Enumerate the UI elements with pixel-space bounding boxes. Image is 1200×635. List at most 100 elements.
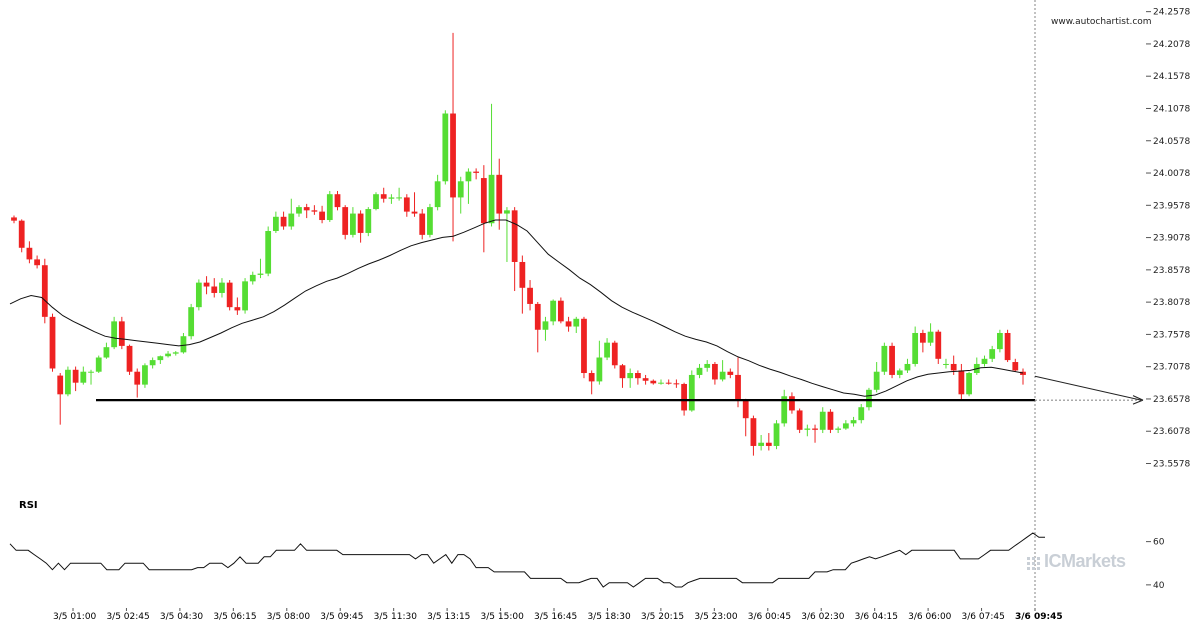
candle-bearish <box>812 428 818 430</box>
projection-arrowhead-icon <box>1132 395 1144 405</box>
candle-bullish <box>142 365 148 385</box>
candle-bearish <box>41 265 48 317</box>
brand-watermark: ICMarkets <box>1026 551 1126 572</box>
candle-bearish <box>742 400 749 419</box>
candle-bullish <box>966 373 972 395</box>
candle-bearish <box>419 213 426 235</box>
candle-bearish <box>34 259 40 266</box>
candle-bullish <box>288 213 295 227</box>
candle-bullish <box>373 194 379 210</box>
candle-bullish <box>688 374 695 411</box>
candle-bullish <box>866 389 872 408</box>
rsi-axis-label: 40 <box>1153 581 1165 591</box>
x-axis-label: 3/5 20:15 <box>641 612 684 622</box>
candle-bullish <box>819 411 826 430</box>
candle-bearish <box>234 307 241 311</box>
x-axis-label: 3/5 16:45 <box>534 612 577 622</box>
candle-bearish <box>480 178 487 224</box>
rsi-panel-title: RSI <box>19 500 38 511</box>
candle-bearish <box>134 371 141 385</box>
candle-bullish <box>704 363 711 368</box>
candle-bearish <box>57 375 64 395</box>
candle-bullish <box>195 282 202 308</box>
candle-bullish <box>149 360 156 366</box>
candle-bullish <box>835 428 842 430</box>
candle-bearish <box>72 369 79 383</box>
y-axis-label: 24.0078 <box>1153 169 1190 179</box>
candle-bearish <box>319 211 325 221</box>
candle-bullish <box>103 347 110 358</box>
candle-bullish <box>265 230 272 274</box>
x-axis-label: 3/5 15:00 <box>481 612 525 622</box>
candle-bearish <box>534 303 541 330</box>
candle-bullish <box>249 274 256 282</box>
candle-bullish <box>912 332 919 364</box>
candle-bullish <box>997 332 1003 350</box>
candle-bullish <box>350 213 356 235</box>
candle-bearish <box>642 378 649 381</box>
candle-bearish <box>357 213 364 233</box>
candle-bearish <box>796 410 803 430</box>
candle-bearish <box>557 300 564 322</box>
candle-bearish <box>889 345 895 375</box>
candle-bearish <box>1012 362 1019 371</box>
y-axis-label: 23.6578 <box>1153 395 1190 405</box>
candle-bullish <box>488 174 495 224</box>
x-axis-label: 3/5 02:45 <box>106 612 149 622</box>
candle-bullish <box>627 373 634 379</box>
candle-bearish <box>118 321 125 346</box>
candle-bullish <box>781 396 788 424</box>
candle-bearish <box>380 194 387 199</box>
x-axis-label: 3/5 18:30 <box>587 612 631 622</box>
candle-bullish <box>172 352 179 354</box>
candle-bearish <box>611 342 618 366</box>
candle-bullish <box>272 216 279 231</box>
candle-bullish <box>80 371 87 383</box>
candle-bearish <box>1020 371 1026 375</box>
candle-bearish <box>919 332 926 343</box>
x-axis-label: 3/6 00:45 <box>748 612 791 622</box>
candle-bullish <box>257 273 264 275</box>
candle-bullish <box>365 209 372 233</box>
candle-bullish <box>219 282 225 293</box>
candle-bullish <box>596 357 603 382</box>
projection-arrow-line <box>1034 375 1142 401</box>
candle-bullish <box>542 321 549 330</box>
brand-logo-icon <box>1027 557 1041 571</box>
candle-bullish <box>696 367 703 375</box>
candle-bearish <box>727 371 734 375</box>
candle-bullish <box>896 370 903 375</box>
candle-bullish <box>550 300 557 322</box>
candle-bearish <box>226 282 233 308</box>
x-axis-label: 3/5 08:00 <box>267 612 311 622</box>
candle-bullish <box>927 331 934 343</box>
candle-bearish <box>527 287 533 304</box>
candle-bullish <box>943 363 949 365</box>
candle-bullish <box>427 207 433 235</box>
y-axis-label: 23.5578 <box>1153 460 1190 470</box>
candle-bearish <box>565 321 572 327</box>
x-axis-label: 3/5 23:00 <box>694 612 738 622</box>
candle-bullish <box>904 363 911 371</box>
x-axis-label: 3/5 11:30 <box>374 612 418 622</box>
y-axis-label: 23.9578 <box>1153 201 1190 211</box>
y-axis-label: 23.8578 <box>1153 266 1190 276</box>
candle-bullish <box>188 307 195 337</box>
candle-bearish <box>203 282 210 287</box>
y-axis-label: 24.2578 <box>1153 8 1190 18</box>
candle-bearish <box>681 383 687 411</box>
x-axis-label: 3/6 04:15 <box>855 612 898 622</box>
candle-bearish <box>403 197 410 212</box>
candle-bullish <box>804 428 811 430</box>
x-axis-label: 3/6 07:45 <box>962 612 1005 622</box>
x-axis-label: 3/5 09:45 <box>320 612 363 622</box>
candle-bullish <box>242 281 248 311</box>
candle-bearish <box>950 363 957 371</box>
y-axis-label: 23.7078 <box>1153 363 1190 373</box>
candle-bearish <box>511 210 518 262</box>
candle-bullish <box>873 371 880 390</box>
brand-name: ICMarkets <box>1044 551 1126 571</box>
candle-bearish <box>827 411 834 430</box>
candle-bearish <box>735 374 741 401</box>
